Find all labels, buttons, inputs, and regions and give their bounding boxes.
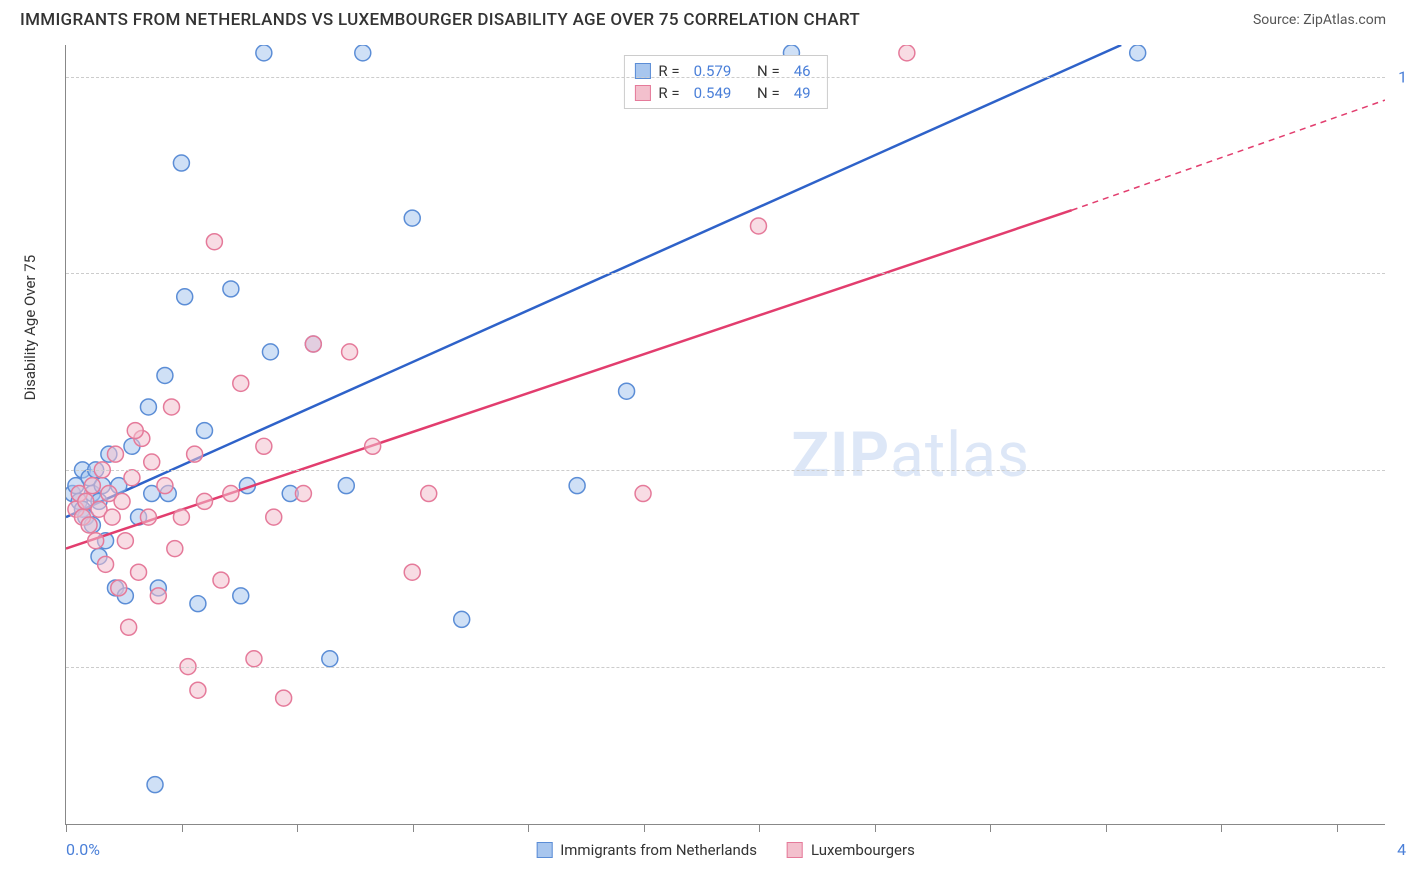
legend-label-netherlands: Immigrants from Netherlands (560, 841, 757, 859)
chart-title: IMMIGRANTS FROM NETHERLANDS VS LUXEMBOUR… (20, 10, 860, 30)
legend-item-netherlands: Immigrants from Netherlands (536, 841, 757, 859)
y-axis-title: Disability Age Over 75 (21, 255, 39, 400)
plot-area: ZIPatlas R = 0.579 N = 46 R = 0.549 N = … (65, 45, 1385, 825)
swatch-blue (536, 842, 552, 858)
legend-row-netherlands: R = 0.579 N = 46 (634, 60, 816, 82)
legend-item-luxembourg: Luxembourgers (787, 841, 915, 859)
label-r: R = (658, 84, 679, 102)
legend-label-luxembourg: Luxembourgers (811, 841, 915, 859)
value-r-pink: 0.549 (694, 84, 732, 102)
watermark: ZIPatlas (791, 419, 1030, 492)
x-axis-max-label: 40.0% (1397, 840, 1406, 859)
legend-correlation: R = 0.579 N = 46 R = 0.549 N = 49 (623, 55, 827, 109)
swatch-pink (634, 85, 650, 101)
y-tick-label: 100.0% (1398, 67, 1406, 86)
value-n-pink: 49 (794, 84, 811, 102)
legend-series: Immigrants from Netherlands Luxembourger… (536, 841, 915, 859)
x-axis-min-label: 0.0% (66, 840, 100, 859)
label-n: N = (757, 84, 780, 102)
swatch-pink (787, 842, 803, 858)
source-label: Source: ZipAtlas.com (1253, 12, 1386, 28)
chart-container: Disability Age Over 75 ZIPatlas R = 0.57… (45, 45, 1385, 825)
legend-row-luxembourg: R = 0.549 N = 49 (634, 82, 816, 104)
plot-svg (66, 45, 1385, 824)
